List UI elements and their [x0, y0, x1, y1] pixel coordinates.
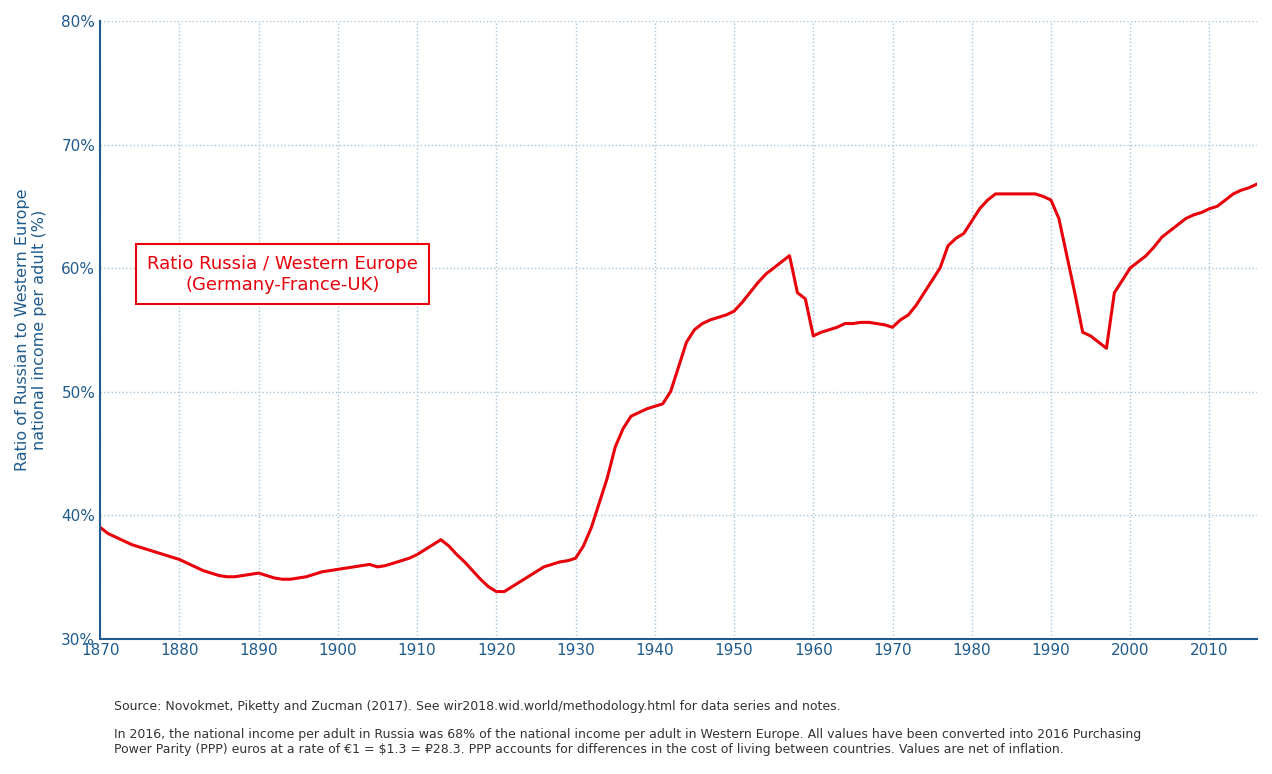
Y-axis label: Ratio of Russian to Western Europe
national income per adult (%): Ratio of Russian to Western Europe natio…	[15, 189, 47, 471]
Text: Source: Novokmet, Piketty and Zucman (2017). See wir2018.wid.world/methodology.h: Source: Novokmet, Piketty and Zucman (20…	[114, 700, 841, 714]
Text: In 2016, the national income per adult in Russia was 68% of the national income : In 2016, the national income per adult i…	[114, 728, 1142, 755]
Text: Ratio Russia / Western Europe
(Germany-France-UK): Ratio Russia / Western Europe (Germany-F…	[148, 255, 417, 293]
